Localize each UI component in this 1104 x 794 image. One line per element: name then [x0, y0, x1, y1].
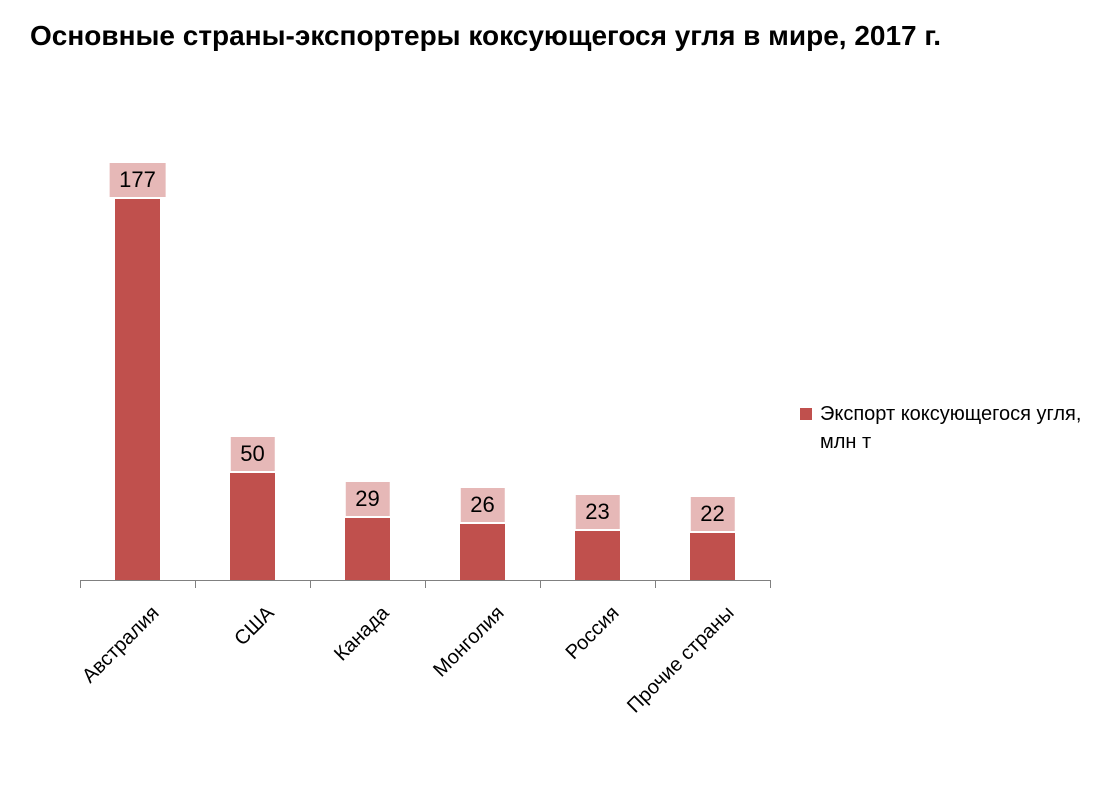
bar-value-label: 29	[345, 482, 389, 516]
x-axis-label: Канада	[264, 602, 393, 731]
x-axis-label: Прочие страны	[609, 602, 738, 731]
bar-value-label: 50	[230, 437, 274, 471]
bar	[115, 199, 160, 580]
x-tick	[80, 580, 81, 588]
bar-value-label: 26	[460, 488, 504, 522]
bar	[345, 518, 390, 580]
x-axis-labels: АвстралияСШАКанадаМонголияРоссияПрочие с…	[80, 590, 770, 750]
x-tick	[770, 580, 771, 588]
legend: Экспорт коксующегося угля, млн т	[800, 400, 1090, 456]
x-tick	[195, 580, 196, 588]
x-axis-label: Австралия	[34, 602, 163, 731]
chart-title: Основные страны-экспортеры коксующегося …	[30, 20, 941, 52]
bar	[575, 531, 620, 580]
x-axis-label: Монголия	[379, 602, 508, 731]
bar-value-label: 177	[109, 163, 166, 197]
x-axis-label: Россия	[494, 602, 623, 731]
legend-marker	[800, 408, 812, 420]
bar	[230, 473, 275, 581]
x-tick	[655, 580, 656, 588]
bar-value-label: 22	[690, 497, 734, 531]
bar	[690, 533, 735, 580]
x-tick	[425, 580, 426, 588]
x-axis-label: США	[149, 602, 278, 731]
bar	[460, 524, 505, 580]
x-tick	[540, 580, 541, 588]
chart-plot-area: 177 50 29 26 23 22	[80, 150, 770, 581]
legend-label: Экспорт коксующегося угля, млн т	[820, 400, 1090, 456]
x-tick	[310, 580, 311, 588]
legend-item: Экспорт коксующегося угля, млн т	[800, 400, 1090, 456]
bar-value-label: 23	[575, 495, 619, 529]
page: { "title": "Основные страны-экспортеры к…	[0, 0, 1104, 794]
